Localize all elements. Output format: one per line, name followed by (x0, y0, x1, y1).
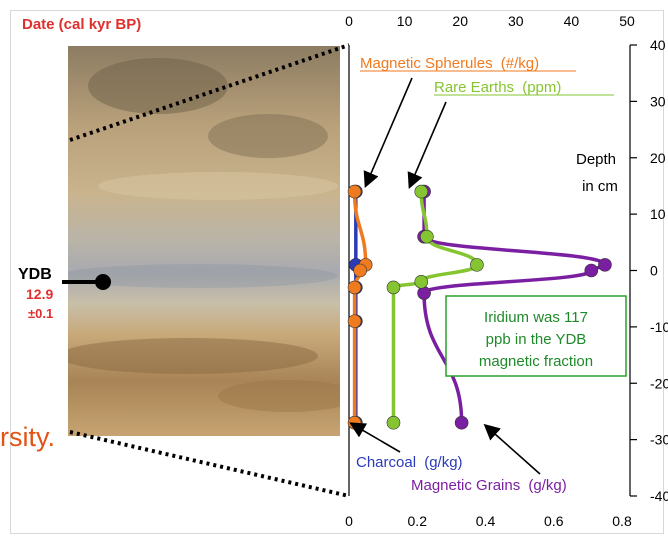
data-point-grains (454, 415, 469, 430)
depth-tick-label: -30 (650, 432, 668, 448)
top-tick-label: 30 (508, 13, 524, 29)
overlay-text-fragment: rsity. (0, 422, 55, 452)
sediment-photo (68, 46, 340, 436)
data-point-grains (584, 263, 599, 278)
label-rare-earths: Rare Earths (ppm) (434, 79, 561, 96)
depth-axis-ticks: 40 30 20 10 0 -10 -20 -30 -40 (630, 37, 668, 504)
label-magnetic-grains: Magnetic Grains (g/kg) (411, 477, 567, 494)
series-layer (347, 184, 612, 430)
top-tick-label: 10 (397, 13, 413, 29)
top-tick-label: 50 (619, 13, 635, 29)
depth-label-line-2: in cm (582, 178, 618, 195)
connector-top (69, 43, 350, 142)
data-point-grains (417, 286, 431, 300)
ydb-age: 12.9 (26, 286, 54, 302)
annotation-line-3: magnetic fraction (479, 353, 593, 370)
depth-label-line-1: Depth (576, 151, 616, 168)
label-magnetic-spherules: Magnetic Spherules (#/kg) (360, 55, 539, 72)
data-point-rare-earths (386, 415, 401, 430)
bottom-tick-label: 0.2 (408, 513, 428, 529)
series-line-spherules (352, 191, 368, 423)
depth-tick-label: -20 (650, 375, 668, 391)
iridium-annotation-box (445, 295, 627, 377)
label-charcoal: Charcoal (g/kg) (356, 454, 463, 471)
label-magnetic-grains-unit: (g/kg) (528, 477, 566, 494)
arrow-rare-earths (407, 101, 447, 189)
bottom-tick-label: 0.6 (544, 513, 564, 529)
data-point-spherules (347, 184, 362, 199)
ydb-age-error: ±0.1 (28, 306, 54, 321)
data-point-rare-earths (414, 184, 429, 199)
depth-tick-label: 40 (650, 37, 666, 53)
annotation-line-2: ppb in the YDB (486, 331, 587, 348)
top-axis-ticks: 0 10 20 30 40 50 (345, 13, 635, 29)
arrow-spherules (363, 77, 413, 188)
depth-tick-label: -40 (650, 488, 668, 504)
label-charcoal-unit: (g/kg) (424, 454, 462, 471)
connector-bottom (69, 430, 350, 498)
depth-tick-label: 10 (650, 206, 666, 222)
depth-tick-label: 0 (650, 263, 658, 279)
data-point-rare-earths (470, 258, 484, 272)
bottom-tick-label: 0.4 (476, 513, 496, 529)
bottom-tick-label: 0 (345, 513, 353, 529)
data-point-grains (598, 258, 612, 272)
data-point-rare-earths (386, 280, 401, 295)
label-rare-earths-unit: (ppm) (522, 79, 561, 96)
label-magnetic-spherules-text: Magnetic Spherules (360, 55, 493, 72)
bottom-tick-label: 0.8 (612, 513, 632, 529)
depth-tick-label: 30 (650, 93, 666, 109)
depth-tick-label: 20 (650, 150, 666, 166)
arrow-charcoal (349, 422, 401, 453)
top-tick-label: 20 (452, 13, 468, 29)
top-tick-label: 40 (564, 13, 580, 29)
ydb-label: YDB (18, 266, 52, 283)
data-point-spherules (353, 263, 367, 278)
arrow-magnetic-grains (483, 423, 541, 475)
data-point-spherules (347, 280, 362, 295)
ydb-marker-dot (95, 274, 111, 290)
label-charcoal-text: Charcoal (356, 454, 416, 471)
top-tick-label: 0 (345, 13, 353, 29)
chart-title: Date (cal kyr BP) (22, 16, 142, 33)
label-magnetic-grains-text: Magnetic Grains (411, 477, 520, 494)
data-point-spherules (347, 314, 362, 329)
data-point-rare-earths (414, 274, 429, 289)
annotation-line-1: Iridium was 117 (484, 309, 588, 326)
bottom-axis-ticks: 0 0.2 0.4 0.6 0.8 (345, 513, 632, 529)
label-magnetic-spherules-unit: (#/kg) (501, 55, 539, 72)
label-rare-earths-text: Rare Earths (434, 79, 514, 96)
depth-tick-label: -10 (650, 319, 668, 335)
data-point-rare-earths (420, 229, 434, 244)
figure-frame (10, 10, 664, 534)
